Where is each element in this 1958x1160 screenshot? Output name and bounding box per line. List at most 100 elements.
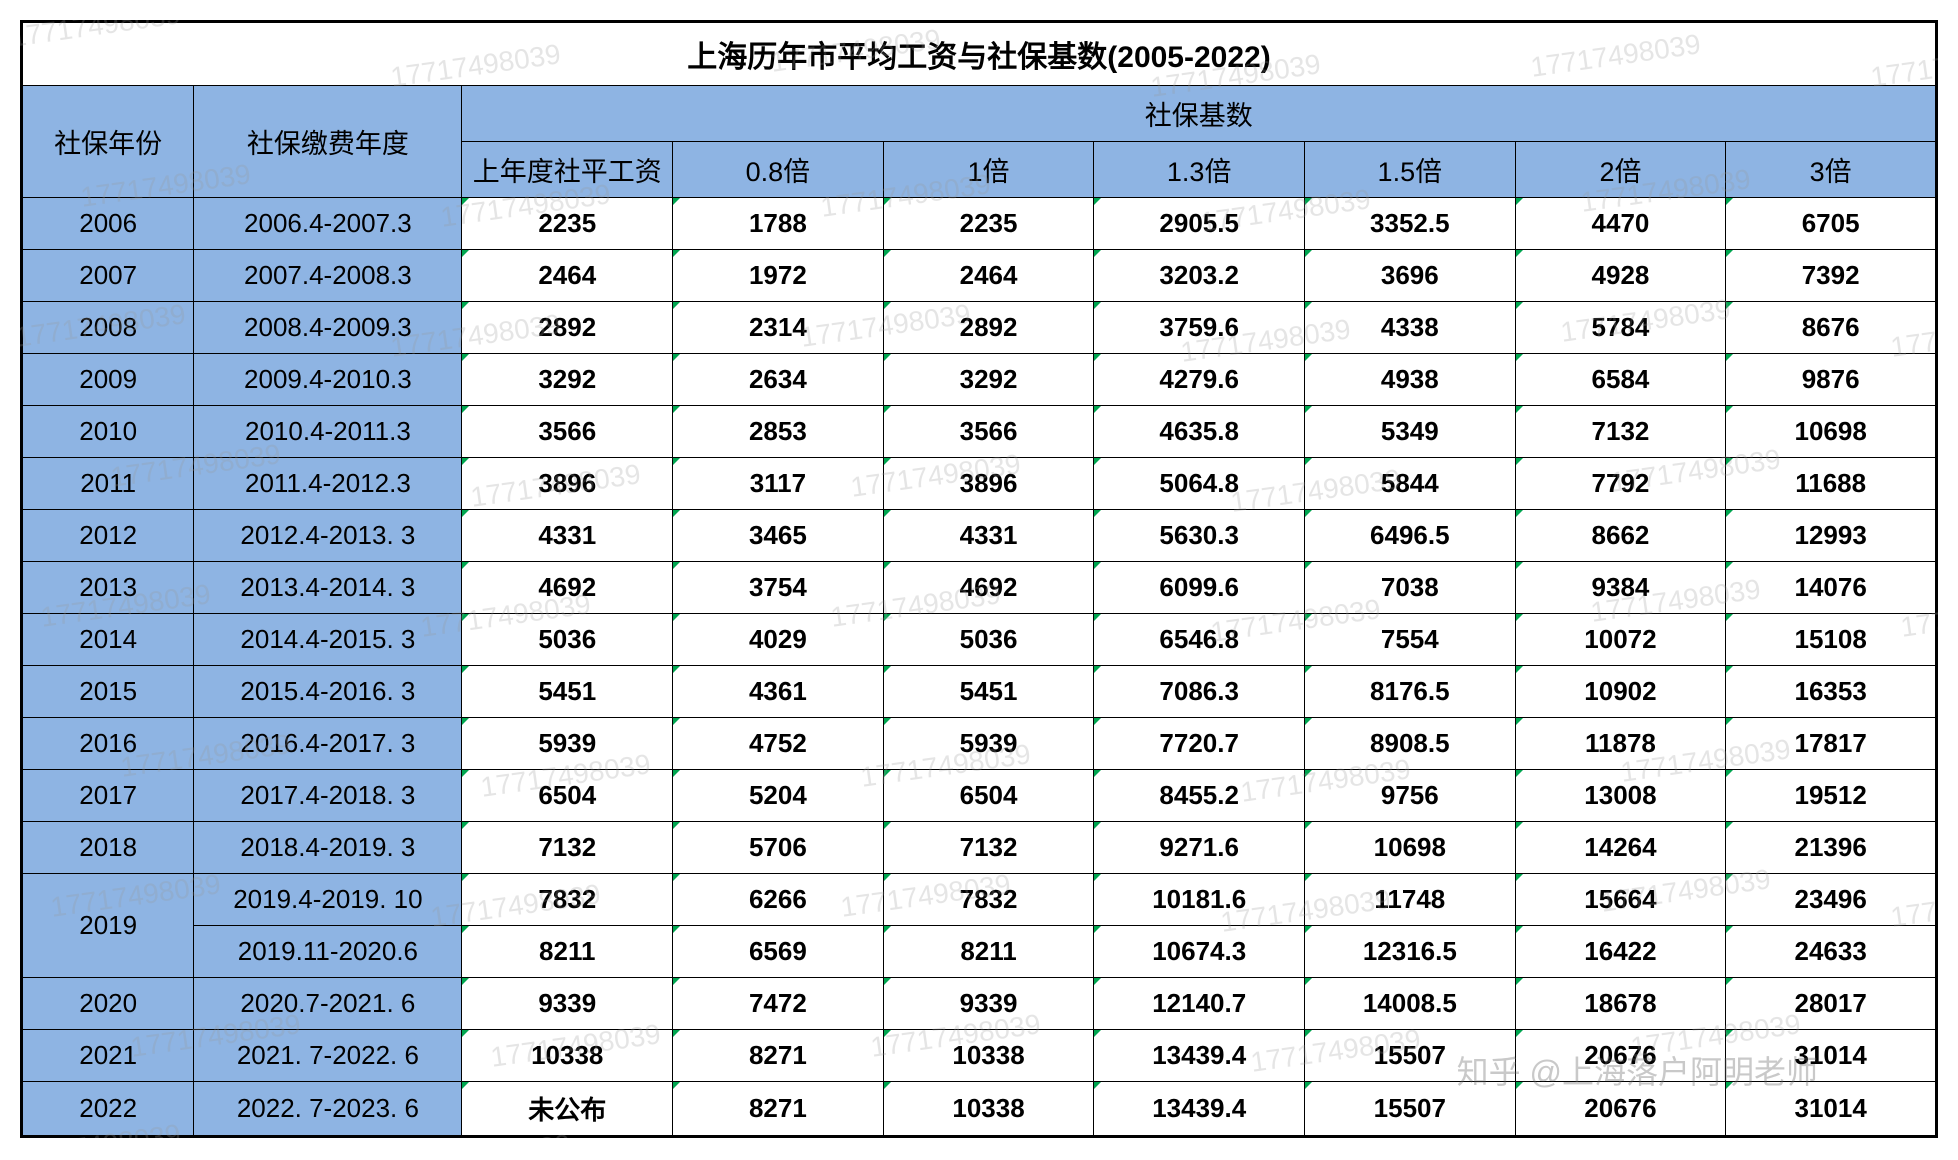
data-cell: 7132	[462, 822, 673, 874]
data-cell: 6504	[883, 770, 1094, 822]
data-cell: 4331	[883, 510, 1094, 562]
period-cell: 2014.4-2015. 3	[194, 614, 462, 666]
data-cell: 7472	[673, 978, 884, 1030]
period-cell: 2006.4-2007.3	[194, 198, 462, 250]
period-cell: 2011.4-2012.3	[194, 458, 462, 510]
data-cell: 2464	[462, 250, 673, 302]
data-cell: 11878	[1515, 718, 1726, 770]
period-cell: 2010.4-2011.3	[194, 406, 462, 458]
data-cell: 7038	[1305, 562, 1516, 614]
table-row: 20182018.4-2019. 37132570671329271.61069…	[22, 822, 1937, 874]
data-cell: 12993	[1726, 510, 1937, 562]
data-cell: 10698	[1726, 406, 1937, 458]
data-cell: 5451	[462, 666, 673, 718]
data-cell: 8211	[462, 926, 673, 978]
table-row: 20072007.4-2008.32464197224643203.236964…	[22, 250, 1937, 302]
data-cell: 6496.5	[1305, 510, 1516, 562]
period-cell: 2007.4-2008.3	[194, 250, 462, 302]
data-cell: 4029	[673, 614, 884, 666]
data-cell: 3352.5	[1305, 198, 1516, 250]
data-cell: 2235	[462, 198, 673, 250]
data-cell: 23496	[1726, 874, 1937, 926]
data-cell: 7086.3	[1094, 666, 1305, 718]
header-col-3: 1.3倍	[1094, 142, 1305, 198]
data-cell: 未公布	[462, 1082, 673, 1137]
data-cell: 3566	[462, 406, 673, 458]
year-cell: 2012	[22, 510, 194, 562]
data-cell: 8908.5	[1305, 718, 1516, 770]
data-cell: 3566	[883, 406, 1094, 458]
table-row: 20222022. 7-2023. 6未公布82711033813439.415…	[22, 1082, 1937, 1137]
data-cell: 7720.7	[1094, 718, 1305, 770]
period-cell: 2012.4-2013. 3	[194, 510, 462, 562]
data-cell: 5706	[673, 822, 884, 874]
data-cell: 3696	[1305, 250, 1516, 302]
data-cell: 6584	[1515, 354, 1726, 406]
data-cell: 7132	[1515, 406, 1726, 458]
data-cell: 10072	[1515, 614, 1726, 666]
year-cell: 2020	[22, 978, 194, 1030]
header-col-5: 2倍	[1515, 142, 1726, 198]
data-cell: 15507	[1305, 1082, 1516, 1137]
data-cell: 12140.7	[1094, 978, 1305, 1030]
data-cell: 4338	[1305, 302, 1516, 354]
data-cell: 5939	[462, 718, 673, 770]
data-cell: 7832	[462, 874, 673, 926]
data-cell: 6099.6	[1094, 562, 1305, 614]
data-cell: 2634	[673, 354, 884, 406]
data-cell: 16422	[1515, 926, 1726, 978]
data-cell: 15664	[1515, 874, 1726, 926]
data-cell: 9756	[1305, 770, 1516, 822]
data-cell: 2905.5	[1094, 198, 1305, 250]
data-cell: 7554	[1305, 614, 1516, 666]
data-cell: 10338	[883, 1030, 1094, 1082]
data-cell: 9339	[462, 978, 673, 1030]
header-period: 社保缴费年度	[194, 86, 462, 198]
data-cell: 4635.8	[1094, 406, 1305, 458]
table-row: 20152015.4-2016. 35451436154517086.38176…	[22, 666, 1937, 718]
table-row: 20192019.4-2019. 1078326266783210181.611…	[22, 874, 1937, 926]
period-cell: 2013.4-2014. 3	[194, 562, 462, 614]
data-cell: 4692	[883, 562, 1094, 614]
period-cell: 2018.4-2019. 3	[194, 822, 462, 874]
data-cell: 12316.5	[1305, 926, 1516, 978]
table-title: 上海历年市平均工资与社保基数(2005-2022)	[22, 22, 1937, 86]
data-cell: 5349	[1305, 406, 1516, 458]
data-cell: 6504	[462, 770, 673, 822]
period-cell: 2015.4-2016. 3	[194, 666, 462, 718]
data-cell: 2892	[462, 302, 673, 354]
data-cell: 6569	[673, 926, 884, 978]
data-cell: 9271.6	[1094, 822, 1305, 874]
data-cell: 14264	[1515, 822, 1726, 874]
data-cell: 1972	[673, 250, 884, 302]
data-cell: 8271	[673, 1082, 884, 1137]
table-body: 20062006.4-2007.32235178822352905.53352.…	[22, 198, 1937, 1137]
data-cell: 5844	[1305, 458, 1516, 510]
data-cell: 9876	[1726, 354, 1937, 406]
data-cell: 3292	[883, 354, 1094, 406]
data-cell: 13439.4	[1094, 1030, 1305, 1082]
data-cell: 8176.5	[1305, 666, 1516, 718]
data-cell: 24633	[1726, 926, 1937, 978]
data-cell: 4279.6	[1094, 354, 1305, 406]
data-cell: 3896	[883, 458, 1094, 510]
year-cell: 2013	[22, 562, 194, 614]
data-cell: 11688	[1726, 458, 1937, 510]
table-row: 20092009.4-2010.33292263432924279.649386…	[22, 354, 1937, 406]
year-cell: 2015	[22, 666, 194, 718]
data-cell: 14008.5	[1305, 978, 1516, 1030]
period-cell: 2008.4-2009.3	[194, 302, 462, 354]
year-cell: 2016	[22, 718, 194, 770]
data-cell: 28017	[1726, 978, 1937, 1030]
data-cell: 3203.2	[1094, 250, 1305, 302]
data-cell: 2853	[673, 406, 884, 458]
data-cell: 10181.6	[1094, 874, 1305, 926]
year-cell: 2018	[22, 822, 194, 874]
data-cell: 5036	[462, 614, 673, 666]
data-cell: 5451	[883, 666, 1094, 718]
year-cell: 2010	[22, 406, 194, 458]
year-cell: 2009	[22, 354, 194, 406]
salary-table: 上海历年市平均工资与社保基数(2005-2022) 社保年份 社保缴费年度 社保…	[20, 20, 1938, 1138]
data-cell: 5784	[1515, 302, 1726, 354]
table-row: 20122012.4-2013. 34331346543315630.36496…	[22, 510, 1937, 562]
